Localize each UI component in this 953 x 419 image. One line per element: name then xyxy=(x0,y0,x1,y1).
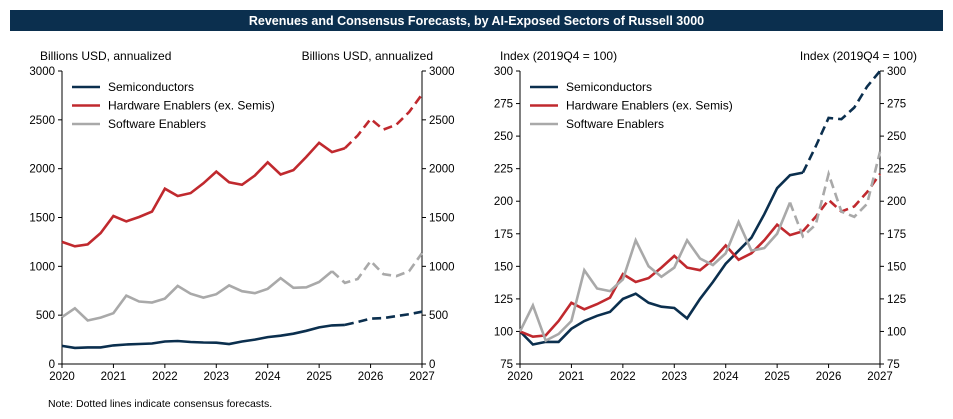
left-chart-x-tick-label: 2023 xyxy=(203,371,229,383)
left-chart-right-tick-label: 2500 xyxy=(429,115,455,127)
right-chart-x-tick-label: 2020 xyxy=(507,371,533,383)
chart-title: Revenues and Consensus Forecasts, by AI-… xyxy=(10,10,943,31)
right-chart-right-tick-label: 225 xyxy=(887,164,906,176)
left-chart-series-hardware-enablers-ex-semis-actual xyxy=(61,141,346,248)
right-chart-right-tick-label: 150 xyxy=(887,261,906,273)
right-chart-legend-label: Software Enablers xyxy=(566,117,664,131)
left-chart-left-tick-label: 1000 xyxy=(29,261,55,273)
right-chart-x-tick-label: 2024 xyxy=(713,371,739,383)
left-chart-x-tick-label: 2026 xyxy=(358,371,384,383)
left-chart-x-tick-label: 2021 xyxy=(101,371,127,383)
left-chart-series-software-enablers-forecast xyxy=(331,252,424,285)
left-chart-left-tick-label: 1500 xyxy=(29,213,55,225)
left-chart-legend-label: Hardware Enablers (ex. Semis) xyxy=(108,99,275,113)
right-chart-right-tick-label: 175 xyxy=(887,229,906,241)
left-chart-x-tick-label: 2027 xyxy=(409,371,435,383)
left-chart-legend-label: Semiconductors xyxy=(108,80,194,94)
left-chart-right-tick-label: 1500 xyxy=(429,213,455,225)
right-chart-right-tick-label: 100 xyxy=(887,326,906,338)
right-chart-left-tick-label: 250 xyxy=(494,131,513,143)
right-chart-series-hardware-enablers-ex-semis-forecast xyxy=(801,173,882,233)
right-chart-left-tick-label: 150 xyxy=(494,261,513,273)
right-chart-right-tick-label: 300 xyxy=(887,66,906,78)
left-chart-x-tick-label: 2024 xyxy=(255,371,281,383)
right-chart-left-tick-label: 175 xyxy=(494,229,513,241)
right-chart-series-hardware-enablers-ex-semis-actual xyxy=(519,222,804,339)
left-chart-series-hardware-enablers-ex-semis-forecast xyxy=(343,93,424,150)
left-chart-series-semiconductors-forecast xyxy=(344,310,423,327)
right-chart-right-tick-label: 275 xyxy=(887,99,906,111)
right-chart-right-tick-label: 125 xyxy=(887,294,906,306)
left-chart-left-tick-label: 3000 xyxy=(29,66,55,78)
footnote: Note: Dotted lines indicate consensus fo… xyxy=(48,398,273,410)
right-chart-x-tick-label: 2022 xyxy=(610,371,636,383)
right-chart-left-tick-label: 75 xyxy=(500,359,513,371)
left-chart-right-tick-label: 500 xyxy=(429,310,448,322)
right-chart-series-semiconductors-forecast xyxy=(801,70,882,174)
right-chart-series-software-enablers-forecast xyxy=(788,151,882,239)
right-chart-x-tick-label: 2027 xyxy=(867,371,893,383)
left-chart-left-tick-label: 2000 xyxy=(29,164,55,176)
left-chart-left-tick-label: 2500 xyxy=(29,115,55,127)
right-chart-left-tick-label: 225 xyxy=(494,164,513,176)
right-chart-right-axis-title: Index (2019Q4 = 100) xyxy=(800,49,917,63)
left-chart-series-semiconductors-actual xyxy=(61,323,345,350)
left-chart-left-tick-label: 500 xyxy=(36,310,55,322)
right-chart-left-axis-title: Index (2019Q4 = 100) xyxy=(500,49,617,63)
right-chart-x-tick-label: 2025 xyxy=(764,371,790,383)
left-chart-x-tick-label: 2022 xyxy=(152,371,178,383)
left-chart-right-tick-label: 2000 xyxy=(429,164,455,176)
left-chart-left-axis-title: Billions USD, annualized xyxy=(40,49,171,63)
left-chart-x-tick-label: 2020 xyxy=(49,371,75,383)
left-chart-right-tick-label: 0 xyxy=(429,359,435,371)
left-chart-right-tick-label: 3000 xyxy=(429,66,455,78)
right-chart-left-tick-label: 100 xyxy=(494,326,513,338)
right-chart-right-tick-label: 75 xyxy=(887,359,900,371)
right-chart-left-tick-label: 125 xyxy=(494,294,513,306)
right-chart-right-tick-label: 250 xyxy=(887,131,906,143)
right-chart-left-tick-label: 300 xyxy=(494,66,513,78)
left-chart-right-axis-title: Billions USD, annualized xyxy=(302,49,433,63)
right-chart-series-software-enablers-actual xyxy=(518,202,792,343)
left-chart-right-tick-label: 1000 xyxy=(429,261,455,273)
left-chart-x-tick-label: 2025 xyxy=(306,371,332,383)
right-chart-right-tick-label: 200 xyxy=(887,196,906,208)
left-chart-series-software-enablers-actual xyxy=(61,270,333,322)
left-chart-left-tick-label: 0 xyxy=(49,359,55,371)
right-chart-legend-label: Hardware Enablers (ex. Semis) xyxy=(566,99,733,113)
right-chart-series-semiconductors-actual xyxy=(519,171,804,346)
left-chart-legend-label: Software Enablers xyxy=(108,117,206,131)
right-chart-x-tick-label: 2023 xyxy=(661,371,687,383)
right-chart-x-tick-label: 2026 xyxy=(816,371,842,383)
right-chart-left-tick-label: 275 xyxy=(494,99,513,111)
right-chart-x-tick-label: 2021 xyxy=(559,371,585,383)
right-chart-left-tick-label: 200 xyxy=(494,196,513,208)
right-chart-legend-label: Semiconductors xyxy=(566,80,652,94)
